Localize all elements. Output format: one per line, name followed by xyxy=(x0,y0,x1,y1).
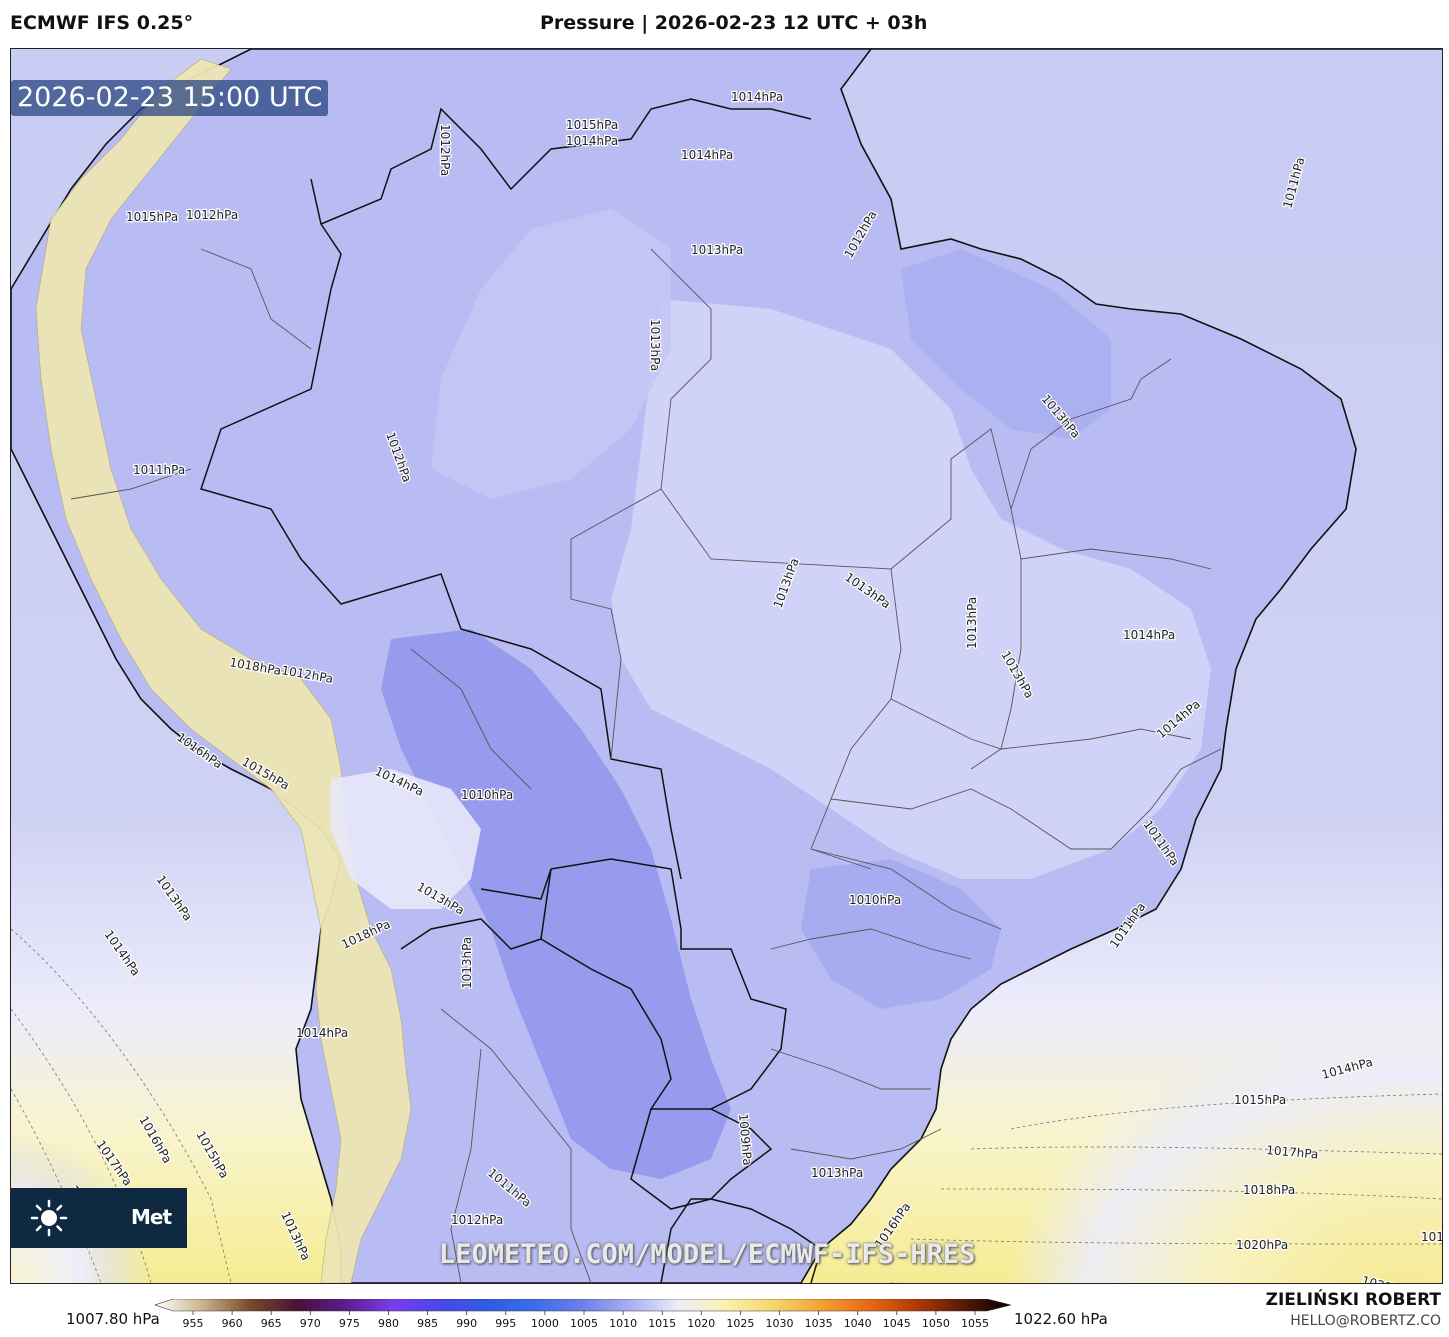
andes-mountains xyxy=(35,58,412,1283)
colorbar-ticks: 955 960 965 970 975 980 985 990 995 1000 1005 1010 1… xyxy=(183,1311,989,1330)
colorbar-tick-label: 1040 xyxy=(844,1317,872,1330)
logo-text: Met xyxy=(131,1205,172,1229)
north-coast-low xyxy=(901,249,1111,439)
isobar-label: 1012hPa xyxy=(186,208,238,222)
isobar-label: 1009hPa xyxy=(736,1113,754,1166)
amazon-pressure-zone xyxy=(431,209,671,499)
colorbar: 955 960 965 970 975 980 985 990 995 1000 1005 1010 1… xyxy=(155,1299,1012,1330)
leometeo-logo[interactable]: Met xyxy=(11,1188,187,1248)
country-borders xyxy=(200,98,822,1283)
isobar-label: 1010hPa xyxy=(849,893,901,907)
colorbar-tick-label: 1000 xyxy=(531,1317,559,1330)
isobar-label: 1015hPa xyxy=(1234,1093,1286,1107)
colorbar-tick-label: 1045 xyxy=(883,1317,911,1330)
isobar-label: 1014hPa xyxy=(296,1026,348,1040)
valid-time-badge: 2026-02-23 15:00 UTC xyxy=(11,80,329,116)
model-name: ECMWF IFS 0.25° xyxy=(10,12,194,34)
isobar-label: 1015hPa xyxy=(126,210,178,224)
colorbar-tick-label: 970 xyxy=(300,1317,321,1330)
isobar-label: 1020hPa xyxy=(1236,1238,1288,1252)
colorbar-tick-label: 990 xyxy=(456,1317,477,1330)
isobar-label: 1013hPa xyxy=(811,1166,863,1180)
colorbar-tick-label: 1020 xyxy=(687,1317,715,1330)
colorbar-max-label: 1022.60 hPa xyxy=(1014,1310,1108,1328)
colorbar-tick-label: 1055 xyxy=(961,1317,989,1330)
colorbar-tick-label: 1035 xyxy=(805,1317,833,1330)
colorbar-tick-label: 955 xyxy=(183,1317,204,1330)
isobar-label: 1014hPa xyxy=(731,90,783,104)
colorbar-tick-label: 995 xyxy=(495,1317,516,1330)
colorbar-tick-label: 985 xyxy=(417,1317,438,1330)
isobar-label: 1019 xyxy=(1421,1230,1442,1244)
southeast-low-pressure xyxy=(801,859,1001,1009)
chaco-low-pressure xyxy=(381,629,731,1179)
source-watermark: LEOMETEO.COM/MODEL/ECMWF-IFS-HRES xyxy=(439,1239,976,1270)
interior-high-pressure xyxy=(611,299,1211,879)
colorbar-tick-label: 1005 xyxy=(570,1317,598,1330)
isobar-label: 1010hPa xyxy=(461,788,513,802)
colorbar-tick-label: 960 xyxy=(222,1317,243,1330)
isobar-label: 1017hPa xyxy=(1266,1143,1319,1161)
colorbar-tick-label: 1025 xyxy=(726,1317,754,1330)
isobar-label: 1013hPa xyxy=(965,597,979,649)
state-borders xyxy=(70,248,1222,1283)
sun-icon xyxy=(30,1199,68,1237)
colorbar-gradient xyxy=(155,1299,1012,1312)
author-email[interactable]: HELLO@ROBERTZ.CO xyxy=(1290,1313,1441,1329)
colorbar-tick-label: 965 xyxy=(261,1317,282,1330)
isobar-label: 1014hPa xyxy=(681,148,733,162)
colorbar-tick-label: 1030 xyxy=(766,1317,794,1330)
colorbar-tick-label: 1050 xyxy=(922,1317,950,1330)
colorbar-tick-label: 975 xyxy=(339,1317,360,1330)
isobar-label: 1011hPa xyxy=(133,463,185,477)
chart-title: Pressure | 2026-02-23 12 UTC + 03h xyxy=(540,12,928,34)
isobar-label: 1014hPa xyxy=(1123,628,1175,642)
colorbar-min-label: 1007.80 hPa xyxy=(66,1310,160,1328)
isobar-label: 1013hPa xyxy=(691,243,743,257)
colorbar-tick-label: 1010 xyxy=(609,1317,637,1330)
author-name: ZIELIŃSKI ROBERT xyxy=(1265,1290,1441,1310)
isobar-label: 1013hPa xyxy=(648,319,662,371)
isobar-label: 1015hPa xyxy=(566,118,618,132)
isobar-label: 1012hPa xyxy=(438,124,452,176)
isobar-label: 1018hPa xyxy=(1243,1183,1295,1197)
isobar-label: 1014hPa xyxy=(566,134,618,148)
isobar-label: 1012hPa xyxy=(451,1213,503,1227)
colorbar-tick-label: 1015 xyxy=(648,1317,676,1330)
colorbar-tick-label: 980 xyxy=(378,1317,399,1330)
isobar-label: 1013hPa xyxy=(460,937,474,989)
pressure-map[interactable]: 1014hPa 1015hPa 1014hPa 1014hPa 1012hPa 1015h… xyxy=(10,48,1443,1284)
altiplano-plateau xyxy=(331,769,481,909)
map-canvas: 1014hPa 1015hPa 1014hPa 1014hPa 1012hPa 1015h… xyxy=(11,49,1442,1283)
